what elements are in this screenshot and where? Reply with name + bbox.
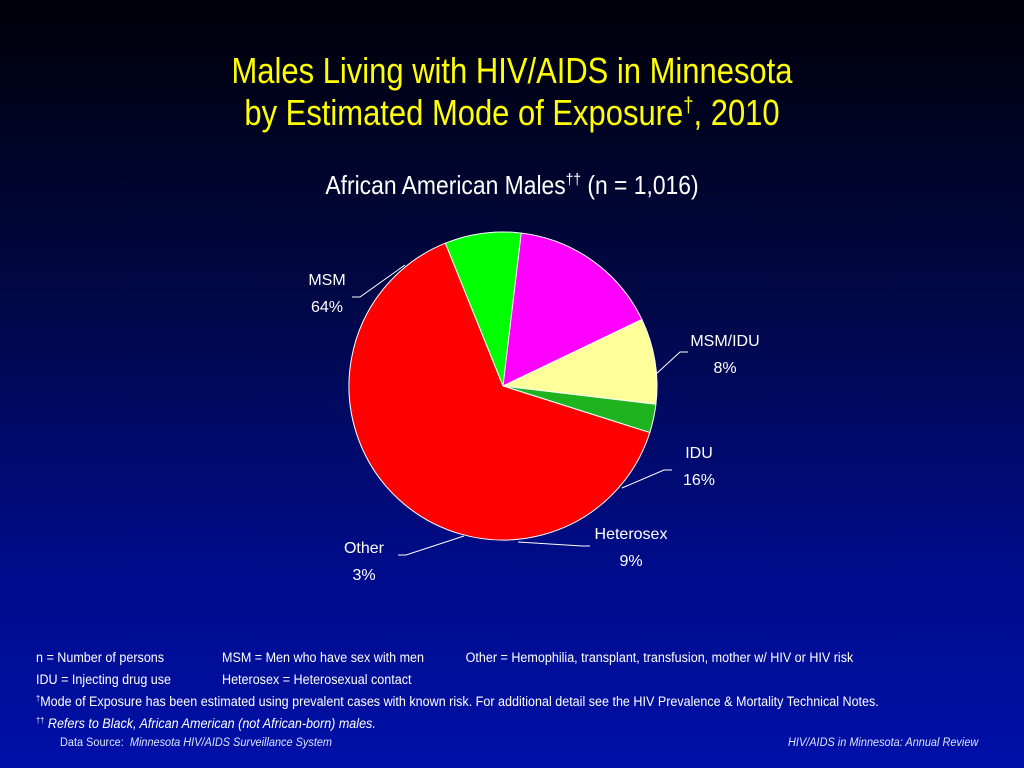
subtitle-double-dagger: †† <box>565 171 581 189</box>
notes-row-2: IDU = Injecting drug use Heterosex = Hete… <box>36 669 879 691</box>
slice-percent-msm-idu: 8% <box>713 360 736 377</box>
slice-percent-idu: 16% <box>683 472 715 489</box>
chart-subtitle: African American Males†† (n = 1,016) <box>61 170 962 201</box>
note-dagger: † <box>36 694 41 704</box>
pie-slice-msm <box>348 242 651 541</box>
slice-label-idu: IDU <box>685 445 713 462</box>
note-mode-of-exposure: Mode of Exposure has been estimated usin… <box>40 694 879 709</box>
notes-row-4: †† Refers to Black, African American (no… <box>36 713 879 735</box>
data-source-label: Data Source: <box>60 737 124 749</box>
leader-line-heterosex <box>517 541 590 547</box>
slice-label-msm: MSM <box>308 272 345 289</box>
slice-label-heterosex: Heterosex <box>595 526 668 543</box>
legend-notes: n = Number of persons MSM = Men who have … <box>36 647 879 735</box>
note-black-definition: Refers to Black, African American (not A… <box>47 716 376 731</box>
data-source: Data Source: Minnesota HIV/AIDS Surveill… <box>60 737 332 749</box>
note-heterosex-definition: Heterosex = Heterosexual contact <box>222 672 412 687</box>
note-double-dagger: †† <box>36 716 45 726</box>
leader-line-msm <box>352 264 406 298</box>
pie-slice-idu <box>502 232 643 387</box>
slice-percent-msm: 64% <box>311 299 343 316</box>
slice-percent-other: 3% <box>352 567 375 584</box>
subtitle-count: (n = 1,016) <box>580 170 699 200</box>
notes-row-1: n = Number of persons MSM = Men who have … <box>36 647 879 669</box>
title-year: , 2010 <box>693 92 780 133</box>
slice-label-other: Other <box>344 540 385 557</box>
chart-title-line-1: Males Living with HIV/AIDS in Minnesota <box>231 50 793 91</box>
data-source-value: Minnesota HIV/AIDS Surveillance System <box>129 737 333 749</box>
note-n-definition: n = Number of persons <box>36 650 165 665</box>
chart-title-line-2: by Estimated Mode of Exposure†, 2010 <box>72 92 953 134</box>
slice-label-msm-idu: MSM/IDU <box>690 333 759 350</box>
footer-publication: HIV/AIDS in Minnesota: Annual Review <box>787 737 978 749</box>
title-prefix: by Estimated Mode of Exposure <box>244 92 684 133</box>
slice-percent-heterosex: 9% <box>619 553 642 570</box>
title-dagger: † <box>683 92 694 118</box>
note-idu-definition: IDU = Injecting drug use <box>36 672 172 687</box>
note-msm-definition: MSM = Men who have sex with men <box>222 650 425 665</box>
notes-row-3: †Mode of Exposure has been estimated usi… <box>36 691 879 713</box>
subtitle-group: African American Males <box>325 170 566 200</box>
leader-line-msm-idu <box>654 351 688 376</box>
note-other-definition: Other = Hemophilia, transplant, transfus… <box>465 650 854 665</box>
leader-line-idu <box>621 469 672 489</box>
leader-line-other <box>398 535 465 556</box>
pie-slice-heterosex <box>501 318 658 405</box>
